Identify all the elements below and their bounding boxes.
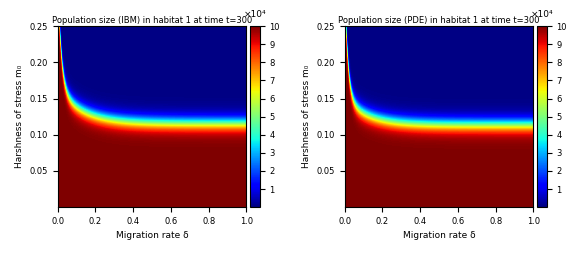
X-axis label: Migration rate δ: Migration rate δ xyxy=(116,232,189,240)
Y-axis label: Harshness of stress m₀: Harshness of stress m₀ xyxy=(302,65,311,168)
Y-axis label: Harshness of stress m₀: Harshness of stress m₀ xyxy=(15,65,24,168)
Title: Population size (IBM) in habitat 1 at time t=300: Population size (IBM) in habitat 1 at ti… xyxy=(52,16,252,25)
X-axis label: Migration rate δ: Migration rate δ xyxy=(403,232,475,240)
Text: ×10⁴: ×10⁴ xyxy=(531,10,553,19)
Text: ×10⁴: ×10⁴ xyxy=(244,10,267,19)
Title: Population size (PDE) in habitat 1 at time t=300: Population size (PDE) in habitat 1 at ti… xyxy=(338,16,540,25)
